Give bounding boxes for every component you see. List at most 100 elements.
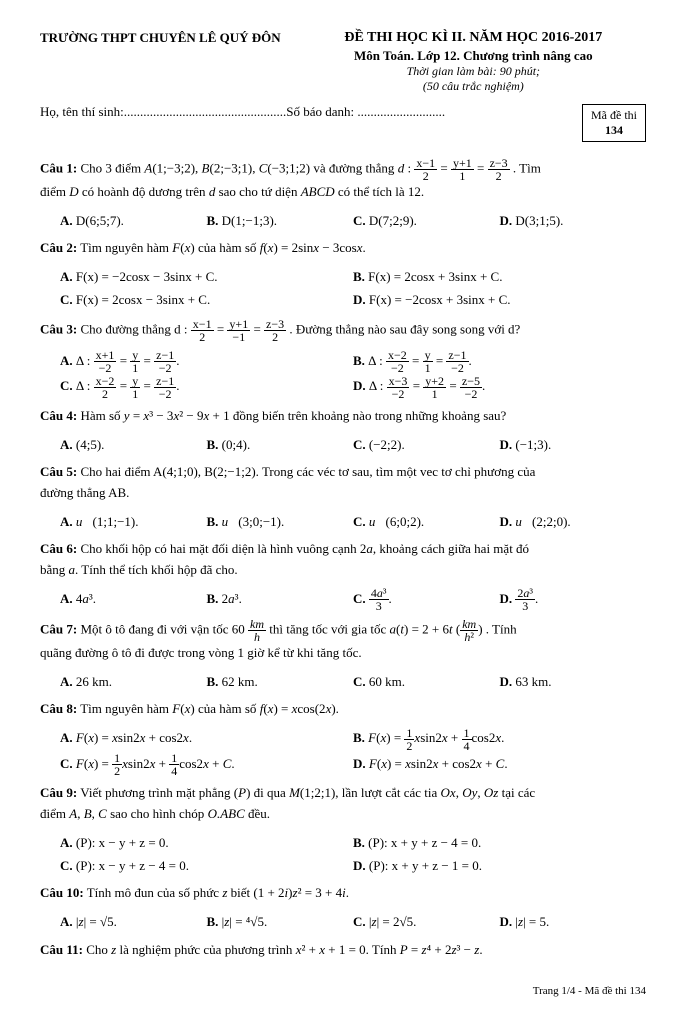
q7-no: Câu 7: xyxy=(40,622,77,637)
q2-optD: D. F(x) = −2cosx + 3sinx + C. xyxy=(353,288,646,311)
q4-optD: D. (−1;3). xyxy=(500,433,647,456)
q7-text4: quãng đường ô tô đi được trong vòng 1 gi… xyxy=(40,645,362,660)
q4-no: Câu 4: xyxy=(40,408,77,423)
q8-optB: B. F(x) = 12xsin2x + 14cos2x. xyxy=(353,726,646,752)
q1-text1: Cho 3 điểm A(1;−3;2), B(2;−3;1), C(−3;1;… xyxy=(80,160,414,175)
q1-optA: A. D(6;5;7). xyxy=(60,209,207,232)
q3-no: Câu 3: xyxy=(40,321,77,336)
question-8: Câu 8: Tìm nguyên hàm F(x) của hàm số f(… xyxy=(40,699,646,720)
header: TRƯỜNG THPT CHUYÊN LÊ QUÝ ĐÔN ĐỀ THI HỌC… xyxy=(40,30,646,94)
name-line: Họ, tên thí sinh:.......................… xyxy=(40,104,572,120)
time: Thời gian làm bài: 90 phút; xyxy=(301,64,646,79)
subject: Môn Toán. Lớp 12. Chương trình nâng cao xyxy=(301,48,646,64)
q9-no: Câu 9: xyxy=(40,785,77,800)
question-4: Câu 4: Hàm số y = x³ − 3x² − 9x + 1 đồng… xyxy=(40,406,646,427)
q11-text: Cho z là nghiệm phức của phương trình x²… xyxy=(86,942,482,957)
q8-optC: C. F(x) = 12xsin2x + 14cos2x + C. xyxy=(60,752,353,778)
question-5: Câu 5: Cho hai điểm A(4;1;0), B(2;−1;2).… xyxy=(40,462,646,504)
q9-optB: B. (P): x + y + z − 4 = 0. xyxy=(353,831,646,854)
q6-optD: D. 2a³3. xyxy=(500,587,647,613)
q1-text2: . Tìm xyxy=(513,160,541,175)
q1-opts: A. D(6;5;7). B. D(1;−1;3). C. D(7;2;9). … xyxy=(60,209,646,232)
q1-frac1: x−12 xyxy=(414,157,437,182)
q7-text1: Một ô tô đang đi với vận tốc 60 xyxy=(80,622,244,637)
q6-opts: A. 4a³. B. 2a³. C. 4a³3. D. 2a³3. xyxy=(60,587,646,613)
q7-text3: . Tính xyxy=(486,622,517,637)
name-label: Họ, tên thí sinh: xyxy=(40,104,124,119)
q7-opts: A. 26 km. B. 62 km. C. 60 km. D. 63 km. xyxy=(60,670,646,693)
question-1: Câu 1: Cho 3 điểm A(1;−3;2), B(2;−3;1), … xyxy=(40,157,646,203)
question-11: Câu 11: Cho z là nghiệm phức của phương … xyxy=(40,940,646,961)
question-count: (50 câu trắc nghiệm) xyxy=(301,79,646,94)
code: 134 xyxy=(591,123,637,138)
q6-optC: C. 4a³3. xyxy=(353,587,500,613)
q9-optA: A. (P): x − y + z = 0. xyxy=(60,831,353,854)
q3-text1: Cho đường thẳng d : xyxy=(80,321,187,336)
q3-optD: D. Δ : x−3−2 = y+21 = z−5−2. xyxy=(353,374,646,400)
q11-no: Câu 11: xyxy=(40,942,83,957)
q10-opts: A. |z| = √5. B. |z| = ⁴√5. C. |z| = 2√5.… xyxy=(60,910,646,933)
q9-text2: điểm A, B, C sao cho hình chóp O.ABC đều… xyxy=(40,806,270,821)
q1-frac2: y+11 xyxy=(451,157,474,182)
q10-text: Tính mô đun của số phức z biết (1 + 2i)z… xyxy=(87,885,349,900)
q1-text3: điểm D có hoành độ dương trên d sao cho … xyxy=(40,184,424,199)
q3-text2: . Đường thẳng nào sau đây song song với … xyxy=(289,321,520,336)
q5-optC: C. u⃗(6;0;2). xyxy=(353,510,500,533)
question-10: Câu 10: Tính mô đun của số phức z biết (… xyxy=(40,883,646,904)
exam-code-box: Mã đề thi 134 xyxy=(582,104,646,142)
q3-optC: C. Δ : x−22 = y1 = z−1−2. xyxy=(60,374,353,400)
q6-text2: bằng a. Tính thể tích khối hộp đã cho. xyxy=(40,562,238,577)
q7-optA: A. 26 km. xyxy=(60,670,207,693)
q7-text2: thì tăng tốc với gia tốc a(t) = 2 + 6t xyxy=(269,622,452,637)
q6-optB: B. 2a³. xyxy=(207,587,354,613)
q9-text1: Viết phương trình mặt phẳng (P) đi qua M… xyxy=(80,785,535,800)
info-row: Họ, tên thí sinh:.......................… xyxy=(40,104,646,142)
q3-optA: A. Δ : x+1−2 = y1 = z−1−2. xyxy=(60,349,353,375)
question-9: Câu 9: Viết phương trình mặt phẳng (P) đ… xyxy=(40,783,646,825)
q2-no: Câu 2: xyxy=(40,240,77,255)
q5-text2: đường thẳng AB. xyxy=(40,485,129,500)
q5-optA: A. u⃗(1;1;−1). xyxy=(60,510,207,533)
q8-text: Tìm nguyên hàm F(x) của hàm số f(x) = xc… xyxy=(80,701,339,716)
q5-text1: Cho hai điểm A(4;1;0), B(2;−1;2). Trong … xyxy=(80,464,535,479)
q3-optB: B. Δ : x−2−2 = y1 = z−1−2. xyxy=(353,349,646,375)
q2-optB: B. F(x) = 2cosx + 3sinx + C. xyxy=(353,265,646,288)
q10-optA: A. |z| = √5. xyxy=(60,910,207,933)
q4-text: Hàm số y = x³ − 3x² − 9x + 1 đồng biến t… xyxy=(80,408,506,423)
q5-no: Câu 5: xyxy=(40,464,77,479)
q1-optC: C. D(7;2;9). xyxy=(353,209,500,232)
question-2: Câu 2: Tìm nguyên hàm F(x) của hàm số f(… xyxy=(40,238,646,259)
q2-text: Tìm nguyên hàm F(x) của hàm số f(x) = 2s… xyxy=(80,240,366,255)
q1-no: Câu 1: xyxy=(40,160,77,175)
q5-opts: A. u⃗(1;1;−1). B. u⃗(3;0;−1). C. u⃗(6;0;… xyxy=(60,510,646,533)
question-6: Câu 6: Cho khối hộp có hai mặt đối diện … xyxy=(40,539,646,581)
q8-opts: A. F(x) = xsin2x + cos2x. B. F(x) = 12xs… xyxy=(60,726,646,777)
page-footer: Trang 1/4 - Mã đề thi 134 xyxy=(40,985,646,997)
q3-opts: A. Δ : x+1−2 = y1 = z−1−2. B. Δ : x−2−2 … xyxy=(60,349,646,400)
question-3: Câu 3: Cho đường thẳng d : x−12 = y+1−1 … xyxy=(40,318,646,343)
q10-optC: C. |z| = 2√5. xyxy=(353,910,500,933)
q2-optA: A. F(x) = −2cosx − 3sinx + C. xyxy=(60,265,353,288)
school-name: TRƯỜNG THPT CHUYÊN LÊ QUÝ ĐÔN xyxy=(40,30,281,46)
q8-no: Câu 8: xyxy=(40,701,77,716)
q10-optD: D. |z| = 5. xyxy=(500,910,647,933)
q9-optD: D. (P): x + y + z − 1 = 0. xyxy=(353,854,646,877)
q7-optC: C. 60 km. xyxy=(353,670,500,693)
q6-optA: A. 4a³. xyxy=(60,587,207,613)
q1-frac3: z−32 xyxy=(488,157,510,182)
q2-optC: C. F(x) = 2cosx − 3sinx + C. xyxy=(60,288,353,311)
exam-title: ĐỀ THI HỌC KÌ II. NĂM HỌC 2016-2017 xyxy=(301,30,646,46)
q6-no: Câu 6: xyxy=(40,541,77,556)
q4-opts: A. (4;5). B. (0;4). C. (−2;2). D. (−1;3)… xyxy=(60,433,646,456)
q4-optA: A. (4;5). xyxy=(60,433,207,456)
q9-optC: C. (P): x − y + z − 4 = 0. xyxy=(60,854,353,877)
q5-optB: B. u⃗(3;0;−1). xyxy=(207,510,354,533)
sbd-label: Số báo danh: xyxy=(286,104,354,119)
q1-optD: D. D(3;1;5). xyxy=(500,209,647,232)
q8-optD: D. F(x) = xsin2x + cos2x + C. xyxy=(353,752,646,778)
q8-optA: A. F(x) = xsin2x + cos2x. xyxy=(60,726,353,752)
q7-optB: B. 62 km. xyxy=(207,670,354,693)
q5-optD: D. u⃗(2;2;0). xyxy=(500,510,647,533)
q4-optB: B. (0;4). xyxy=(207,433,354,456)
q1-optB: B. D(1;−1;3). xyxy=(207,209,354,232)
